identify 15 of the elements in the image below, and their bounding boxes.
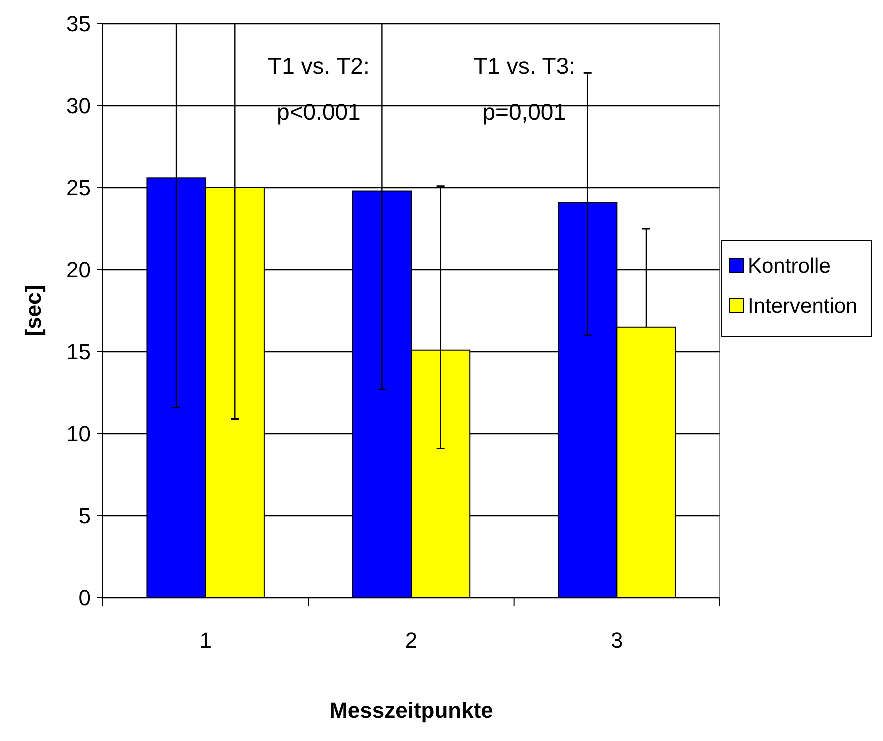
x-tick-label: 3 [611, 628, 624, 653]
x-tick-label: 2 [405, 628, 418, 653]
y-tick-label: 0 [78, 586, 91, 611]
x-axis-title: Messzeitpunkte [330, 698, 494, 723]
y-tick-label: 30 [66, 94, 91, 119]
y-tick-label: 35 [66, 12, 91, 37]
y-tick-label: 20 [66, 258, 91, 283]
y-tick-label: 10 [66, 422, 91, 447]
legend-label: Kontrolle [748, 255, 831, 278]
y-tick-label: 15 [66, 340, 91, 365]
y-tick-label: 5 [78, 504, 91, 529]
x-tick-label: 1 [200, 628, 212, 653]
y-tick-label: 25 [66, 176, 91, 201]
legend-label: Intervention [748, 295, 858, 318]
y-axis-title: [sec] [21, 285, 46, 337]
